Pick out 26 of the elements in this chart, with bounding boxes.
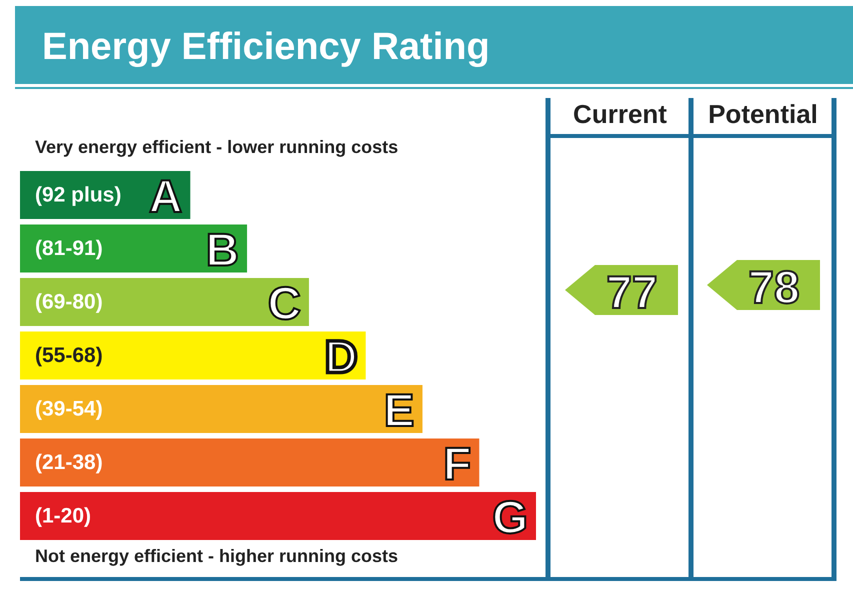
bar — [20, 438, 480, 486]
chart-title: Energy Efficiency Rating — [42, 26, 490, 68]
annotation: (55-68) — [35, 344, 103, 367]
bar — [20, 492, 536, 540]
y-tick-label: E — [384, 384, 414, 436]
annotation: (1-20) — [35, 504, 92, 528]
y-tick-label: C — [268, 277, 301, 329]
text: 78 — [748, 261, 800, 313]
annotation: (92 plus) — [35, 184, 122, 206]
bar — [20, 385, 422, 433]
text: Very energy efficient - lower running costs — [35, 137, 398, 157]
annotation: (81-91) — [35, 237, 103, 260]
y-tick-label: D — [324, 330, 358, 382]
y-tick-label: A — [149, 170, 182, 222]
y-tick-label: F — [443, 438, 472, 490]
bar — [20, 278, 309, 326]
annotation: (69-80) — [35, 290, 103, 314]
annotation: (39-54) — [35, 398, 103, 420]
y-tick-label: B — [206, 224, 240, 276]
y-tick-label: G — [492, 491, 528, 543]
text: Current — [573, 99, 668, 129]
text: Not energy efficient - higher running costs — [35, 546, 398, 566]
bar — [20, 332, 366, 380]
annotation: (21-38) — [35, 451, 103, 474]
text: 77 — [606, 266, 658, 318]
text: Potential — [708, 99, 818, 129]
